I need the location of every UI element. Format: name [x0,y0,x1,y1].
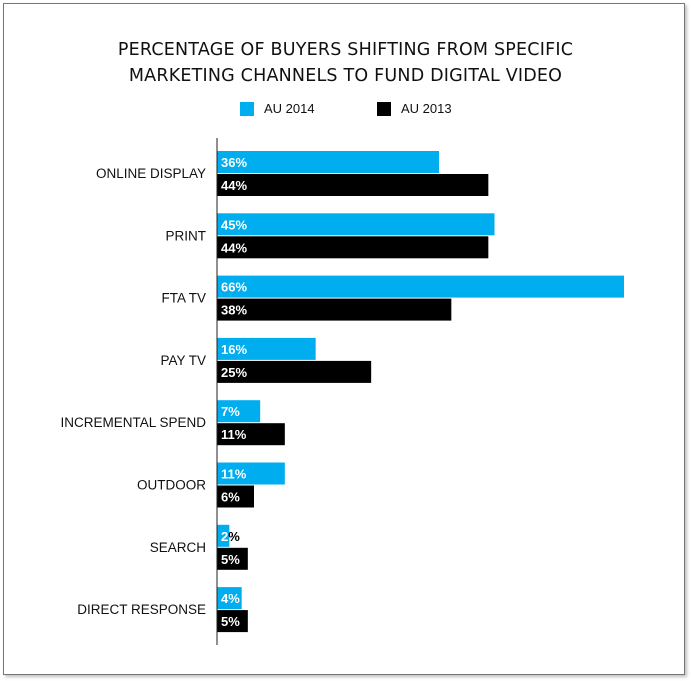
data-label-direct-response-au-2013: 5% [221,614,240,629]
data-label-value: 4 [221,591,229,606]
data-label-suffix: % [228,614,240,629]
bar-pay-tv-au-2013 [217,360,372,383]
data-label-suffix: % [235,427,247,442]
data-label-value: 44 [221,240,236,255]
data-label-suffix: % [235,240,247,255]
data-label-value: 6 [221,490,228,505]
data-label-print-au-2013: 44% [221,240,247,255]
data-label-suffix: % [235,155,247,170]
data-label-print-au-2014: 45% [221,217,247,232]
category-label-print: PRINT [166,228,207,243]
bar-print-au-2013 [217,236,489,259]
bar-pay-tv-au-2014 [217,337,316,360]
bar-online-display-au-2014 [217,151,439,173]
category-label-fta-tv: FTA TV [161,291,206,306]
data-label-suffix: % [228,552,240,567]
data-label-suffix: % [235,365,247,380]
category-label-search: SEARCH [150,540,206,555]
data-label-value: 5 [221,552,228,567]
legend-swatch-au-2014 [240,101,254,116]
legend-label-au-2013: AU 2013 [401,101,452,116]
bar-fta-tv-au-2014 [217,275,624,298]
data-label-value: 38 [221,303,235,318]
data-label-value: 5 [221,614,228,629]
data-label-direct-response-au-2014: 4% [221,591,240,606]
bar-print-au-2014 [217,213,495,236]
data-label-value: 66 [221,280,235,295]
data-label-suffix: % [228,529,240,544]
data-label-incremental-spend-au-2014: 7% [221,404,240,419]
chart-title-line-1: PERCENTAGE OF BUYERS SHIFTING FROM SPECI… [117,40,574,60]
data-label-incremental-spend-au-2013: 11% [221,427,247,442]
data-label-value: 45 [221,217,235,232]
data-label-value: 11 [221,467,235,482]
data-label-suffix: % [235,467,247,482]
data-label-value: 2 [221,529,228,544]
data-label-suffix: % [235,217,247,232]
data-label-fta-tv-au-2013: 38% [221,303,247,318]
chart-frame [3,3,685,675]
data-label-outdoor-au-2013: 6% [221,490,240,505]
legend-item-au-2014: AU 2014 [240,101,315,116]
data-label-suffix: % [228,591,240,606]
legend-label-au-2014: AU 2014 [264,101,315,116]
data-label-fta-tv-au-2014: 66% [221,280,247,295]
category-label-direct-response: DIRECT RESPONSE [77,602,206,617]
bar-incremental-spend-au-2014 [217,400,261,423]
category-label-outdoor: OUTDOOR [137,478,206,493]
data-label-online-display-au-2013: 44% [221,178,247,193]
bar-fta-tv-au-2013 [217,298,452,321]
category-label-incremental-spend: INCREMENTAL SPEND [60,415,206,430]
bar-outdoor-au-2014 [217,462,285,485]
data-label-pay-tv-au-2013: 25% [221,365,247,380]
data-label-value: 16 [221,342,235,357]
data-label-search-au-2014: 2% [221,529,240,544]
data-label-suffix: % [235,303,247,318]
data-label-value: 11 [221,427,235,442]
data-label-suffix: % [235,342,247,357]
bar-search-au-2013 [217,547,248,570]
chart-title-line-2: MARKETING CHANNELS TO FUND DIGITAL VIDEO [128,66,563,86]
category-label-pay-tv: PAY TV [160,353,206,368]
bar-outdoor-au-2013 [217,485,254,508]
data-label-value: 44 [221,178,236,193]
bars-group [217,151,624,633]
data-label-search-au-2013: 5% [221,552,240,567]
legend-swatch-au-2013 [377,101,391,116]
data-label-value: 25 [221,365,235,380]
data-label-suffix: % [235,178,247,193]
bar-search-au-2014 [217,524,230,547]
data-label-value: 7 [221,404,228,419]
bar-direct-response-au-2014 [217,587,242,610]
data-label-value: 36 [221,155,235,170]
legend-item-au-2013: AU 2013 [377,101,452,116]
data-label-pay-tv-au-2014: 16% [221,342,247,357]
bar-incremental-spend-au-2013 [217,423,285,446]
data-label-outdoor-au-2014: 11% [221,467,247,482]
bar-direct-response-au-2013 [217,610,248,633]
data-label-suffix: % [235,280,247,295]
data-label-online-display-au-2014: 36% [221,155,247,170]
category-label-online-display: ONLINE DISPLAY [96,166,206,181]
bar-online-display-au-2013 [217,174,489,196]
data-label-suffix: % [228,490,240,505]
data-label-suffix: % [228,404,240,419]
